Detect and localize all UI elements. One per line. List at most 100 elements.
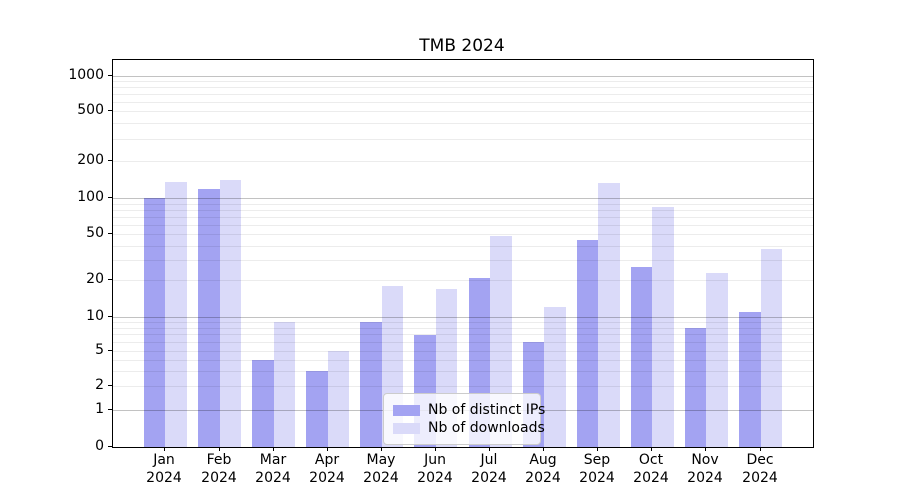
gridline-minor [113,81,813,82]
x-tick-year: 2024 [687,470,723,486]
plot-area: Nb of distinct IPs Nb of downloads [112,59,814,448]
y-tick-mark [108,279,112,280]
bar-dec-distinct-ips [739,311,761,447]
gridline-minor [113,360,813,361]
x-tick-mark [273,447,274,451]
y-tick-label: 5 [95,342,104,358]
legend-swatch-distinct-ips [393,404,420,416]
x-tick-mark [164,447,165,451]
legend: Nb of distinct IPs Nb of downloads [383,393,545,445]
x-tick-year: 2024 [417,470,453,486]
legend-row-distinct-ips: Nb of distinct IPs [393,402,545,418]
x-tick-mark [543,447,544,451]
gridline-minor [113,342,813,343]
y-tick-label: 100 [77,189,104,205]
chart-title: TMB 2024 [419,36,505,56]
x-tick-mark [219,447,220,451]
bar-oct-distinct-ips [630,267,653,447]
x-tick-label: Sep 2024 [562,451,632,487]
gridline-minor [113,225,813,226]
gridline-minor [113,328,813,329]
x-tick-year: 2024 [633,470,669,486]
bar-sep-distinct-ips [576,239,599,447]
x-tick-month: Sep [583,452,611,468]
x-tick-label: Oct 2024 [616,451,686,487]
gridline-minor [113,334,813,335]
gridline-minor [113,161,813,162]
bar-nov-downloads [706,273,728,447]
y-tick-mark [108,385,112,386]
x-tick-year: 2024 [309,470,345,486]
gridline-minor [113,246,813,247]
x-tick-mark [381,447,382,451]
legend-row-downloads: Nb of downloads [393,420,545,436]
x-tick-month: Jul [480,452,498,468]
x-tick-month: Feb [206,452,232,468]
gridline-minor [113,139,813,140]
x-tick-label: Nov 2024 [670,451,740,487]
y-tick-label: 10 [86,308,104,324]
x-tick-year: 2024 [255,470,291,486]
bar-mar-downloads [273,322,296,447]
x-tick-month: Apr [314,452,340,468]
y-tick-mark [108,446,112,447]
gridline-minor [113,386,813,387]
x-tick-mark [705,447,706,451]
bar-apr-distinct-ips [306,370,328,447]
y-tick-label: 2 [95,377,104,393]
y-tick-mark [108,316,112,317]
bar-mar-distinct-ips [252,359,274,447]
legend-label-distinct-ips: Nb of distinct IPs [428,402,546,418]
x-tick-label: Jun 2024 [400,451,470,487]
gridline-minor [113,102,813,103]
legend-swatch-downloads [393,422,420,434]
x-tick-label: Jan 2024 [129,451,199,487]
x-tick-year: 2024 [579,470,615,486]
bar-nov-distinct-ips [684,327,707,447]
gridline-minor [113,111,813,112]
y-tick-mark [108,233,112,234]
x-tick-label: Mar 2024 [238,451,308,487]
gridline-major [113,317,813,318]
bar-feb-distinct-ips [198,188,220,447]
bar-jan-downloads [165,182,187,447]
y-tick-label: 1000 [68,67,104,83]
x-tick-month: Oct [638,452,664,468]
gridline-minor [113,94,813,95]
y-tick-mark [108,409,112,410]
x-tick-year: 2024 [201,470,237,486]
x-tick-mark [651,447,652,451]
bar-apr-downloads [327,351,350,447]
y-tick-label: 1 [95,401,104,417]
gridline-minor [113,234,813,235]
legend-label-downloads: Nb of downloads [428,420,545,436]
y-tick-mark [108,160,112,161]
y-tick-label: 200 [77,152,104,168]
x-tick-label: May 2024 [346,451,416,487]
bar-sep-downloads [598,183,620,447]
y-tick-mark [108,75,112,76]
x-tick-year: 2024 [471,470,507,486]
gridline-minor [113,204,813,205]
x-tick-mark [489,447,490,451]
x-tick-mark [435,447,436,451]
y-tick-label: 0 [95,438,104,454]
x-tick-year: 2024 [525,470,561,486]
bar-may-distinct-ips [360,322,382,447]
x-tick-mark [327,447,328,451]
x-tick-month: Mar [259,452,287,468]
x-tick-month: Aug [529,452,557,468]
x-tick-label: Jul 2024 [454,451,524,487]
bar-oct-downloads [652,207,674,447]
x-tick-year: 2024 [363,470,399,486]
gridline-minor [113,322,813,323]
y-tick-mark [108,197,112,198]
x-tick-month: May [366,452,396,468]
bar-aug-downloads [544,307,566,447]
x-tick-label: Apr 2024 [292,451,362,487]
x-tick-year: 2024 [146,470,182,486]
gridline-major [113,198,813,199]
x-tick-month: Dec [746,452,774,468]
y-tick-mark [108,350,112,351]
